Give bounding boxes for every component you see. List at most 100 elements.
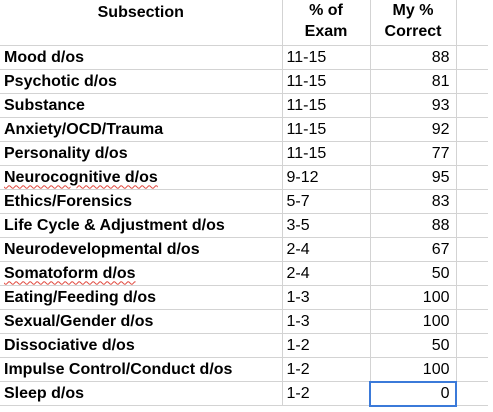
exam-percent-cell[interactable]: 11-15 bbox=[282, 141, 371, 166]
subsection-cell[interactable]: Sleep d/os bbox=[0, 381, 283, 406]
subsection-text: Sexual/Gender d/os bbox=[4, 312, 154, 330]
correct-percent-cell[interactable]: 100 bbox=[370, 285, 457, 310]
subsection-text: Dissociative d/os bbox=[4, 336, 135, 354]
exam-percent-cell[interactable]: 1-3 bbox=[282, 285, 371, 310]
empty-cell[interactable] bbox=[456, 189, 488, 214]
subsection-cell[interactable]: Eating/Feeding d/os bbox=[0, 285, 283, 310]
exam-percent-cell[interactable]: 2-4 bbox=[282, 237, 371, 262]
header-empty-cell[interactable] bbox=[456, 0, 488, 46]
subsection-cell[interactable]: Somatoform d/os bbox=[0, 261, 283, 286]
table-row: Mood d/os 11-15 88 bbox=[0, 45, 488, 70]
empty-cell[interactable] bbox=[456, 213, 488, 238]
correct-percent-cell[interactable]: 92 bbox=[370, 117, 457, 142]
subsection-text: Eating/Feeding d/os bbox=[4, 288, 157, 306]
spreadsheet-table: Subsection % of Exam My % Correct Mood d… bbox=[0, 0, 488, 407]
subsection-cell[interactable]: Substance bbox=[0, 93, 283, 118]
empty-cell[interactable] bbox=[456, 69, 488, 94]
table-row: Neurodevelopmental d/os 2-4 67 bbox=[0, 237, 488, 262]
table-row: Impulse Control/Conduct d/os 1-2 100 bbox=[0, 357, 488, 382]
header-exam[interactable]: % of Exam bbox=[282, 0, 371, 46]
correct-percent-cell[interactable]: 50 bbox=[370, 333, 457, 358]
correct-percent-cell[interactable]: 100 bbox=[370, 309, 457, 334]
header-correct[interactable]: My % Correct bbox=[370, 0, 457, 46]
empty-cell[interactable] bbox=[456, 93, 488, 118]
exam-percent-cell[interactable]: 5-7 bbox=[282, 189, 371, 214]
subsection-text: Impulse Control/Conduct d/os bbox=[4, 360, 233, 378]
header-subsection-label: Subsection bbox=[97, 4, 184, 21]
table-row: Substance 11-15 93 bbox=[0, 93, 488, 118]
empty-cell[interactable] bbox=[456, 117, 488, 142]
exam-percent-cell[interactable]: 11-15 bbox=[282, 117, 371, 142]
subsection-cell[interactable]: Neurodevelopmental d/os bbox=[0, 237, 283, 262]
subsection-cell[interactable]: Psychotic d/os bbox=[0, 69, 283, 94]
correct-percent-cell[interactable]: 100 bbox=[370, 357, 457, 382]
correct-percent-cell[interactable]: 77 bbox=[370, 141, 457, 166]
exam-percent-cell[interactable]: 1-2 bbox=[282, 333, 371, 358]
table-row: Sexual/Gender d/os 1-3 100 bbox=[0, 309, 488, 334]
correct-percent-cell[interactable]: 93 bbox=[370, 93, 457, 118]
subsection-text: Psychotic d/os bbox=[4, 72, 117, 90]
subsection-cell[interactable]: Dissociative d/os bbox=[0, 333, 283, 358]
correct-percent-cell[interactable]: 0 bbox=[369, 380, 457, 407]
subsection-cell[interactable]: Anxiety/OCD/Trauma bbox=[0, 117, 283, 142]
header-exam-line1: % of bbox=[309, 2, 343, 19]
subsection-text: Anxiety/OCD/Trauma bbox=[4, 120, 164, 138]
table-row: Sleep d/os 1-2 0 bbox=[0, 380, 488, 407]
exam-percent-cell[interactable]: 1-3 bbox=[282, 309, 371, 334]
empty-cell[interactable] bbox=[456, 261, 488, 286]
subsection-text: Ethics/Forensics bbox=[4, 192, 133, 210]
correct-percent-cell[interactable]: 95 bbox=[370, 165, 457, 190]
subsection-text: Sleep d/os bbox=[4, 384, 85, 402]
exam-percent-cell[interactable]: 11-15 bbox=[282, 69, 371, 94]
subsection-cell[interactable]: Life Cycle & Adjustment d/os bbox=[0, 213, 283, 238]
subsection-text: Somatoform d/os bbox=[4, 264, 136, 282]
exam-percent-cell[interactable]: 9-12 bbox=[282, 165, 371, 190]
exam-percent-cell[interactable]: 11-15 bbox=[282, 45, 371, 70]
subsection-cell[interactable]: Mood d/os bbox=[0, 45, 283, 70]
subsection-text: Life Cycle & Adjustment d/os bbox=[4, 216, 225, 234]
empty-cell[interactable] bbox=[456, 165, 488, 190]
correct-percent-cell[interactable]: 81 bbox=[370, 69, 457, 94]
correct-percent-cell[interactable]: 67 bbox=[370, 237, 457, 262]
subsection-cell[interactable]: Neurocognitive d/os bbox=[0, 165, 283, 190]
table-body: Mood d/os 11-15 88 Psychotic d/os 11-15 81 Sub… bbox=[0, 45, 488, 407]
header-subsection[interactable]: Subsection bbox=[0, 0, 283, 46]
empty-cell[interactable] bbox=[456, 381, 488, 406]
exam-percent-cell[interactable]: 3-5 bbox=[282, 213, 371, 238]
header-exam-line2: Exam bbox=[304, 23, 348, 40]
exam-percent-cell[interactable]: 1-2 bbox=[282, 381, 371, 406]
correct-percent-cell[interactable]: 88 bbox=[370, 213, 457, 238]
exam-percent-cell[interactable]: 2-4 bbox=[282, 261, 371, 286]
correct-percent-cell[interactable]: 50 bbox=[370, 261, 457, 286]
subsection-text: Substance bbox=[4, 96, 85, 114]
subsection-text: Neurocognitive d/os bbox=[4, 168, 158, 186]
subsection-text: Neurodevelopmental d/os bbox=[4, 240, 200, 258]
empty-cell[interactable] bbox=[456, 45, 488, 70]
empty-cell[interactable] bbox=[456, 237, 488, 262]
subsection-cell[interactable]: Ethics/Forensics bbox=[0, 189, 283, 214]
table-row: Life Cycle & Adjustment d/os 3-5 88 bbox=[0, 213, 488, 238]
correct-percent-cell[interactable]: 88 bbox=[370, 45, 457, 70]
table-row: Personality d/os 11-15 77 bbox=[0, 141, 488, 166]
empty-cell[interactable] bbox=[456, 141, 488, 166]
header-row: Subsection % of Exam My % Correct bbox=[0, 0, 488, 46]
empty-cell[interactable] bbox=[456, 333, 488, 358]
subsection-cell[interactable]: Personality d/os bbox=[0, 141, 283, 166]
exam-percent-cell[interactable]: 11-15 bbox=[282, 93, 371, 118]
correct-percent-cell[interactable]: 83 bbox=[370, 189, 457, 214]
subsection-cell[interactable]: Impulse Control/Conduct d/os bbox=[0, 357, 283, 382]
table-row: Ethics/Forensics 5-7 83 bbox=[0, 189, 488, 214]
empty-cell[interactable] bbox=[456, 357, 488, 382]
subsection-cell[interactable]: Sexual/Gender d/os bbox=[0, 309, 283, 334]
table-row: Dissociative d/os 1-2 50 bbox=[0, 333, 488, 358]
header-correct-line2: Correct bbox=[384, 23, 442, 40]
table-row: Psychotic d/os 11-15 81 bbox=[0, 69, 488, 94]
empty-cell[interactable] bbox=[456, 285, 488, 310]
exam-percent-cell[interactable]: 1-2 bbox=[282, 357, 371, 382]
header-correct-line1: My % bbox=[392, 2, 434, 19]
table-row: Eating/Feeding d/os 1-3 100 bbox=[0, 285, 488, 310]
table-row: Neurocognitive d/os 9-12 95 bbox=[0, 165, 488, 190]
empty-cell[interactable] bbox=[456, 309, 488, 334]
subsection-text: Mood d/os bbox=[4, 48, 84, 66]
table-row: Anxiety/OCD/Trauma 11-15 92 bbox=[0, 117, 488, 142]
